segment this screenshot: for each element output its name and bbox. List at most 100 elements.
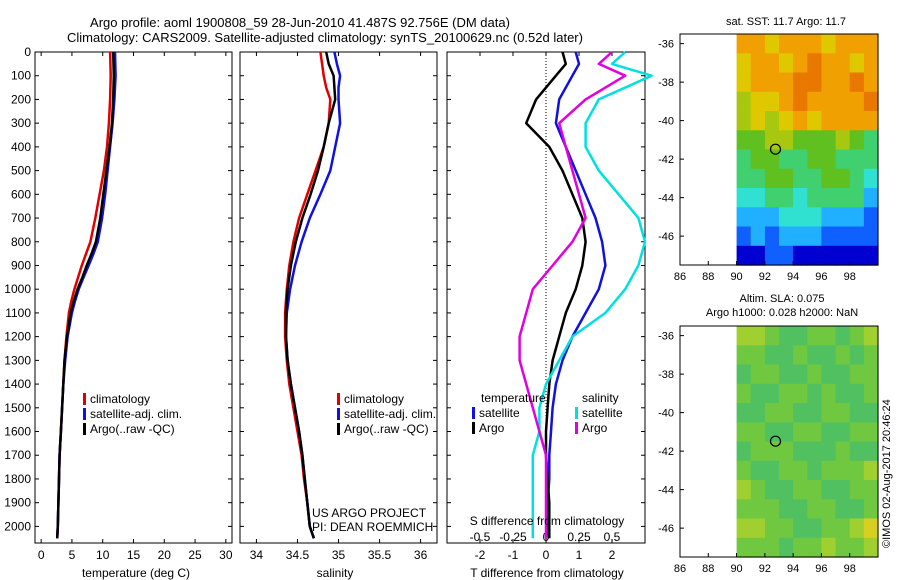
sla-map: 86 88 90 92 94 96 98 -36 -38 -40 -42 -44 -46 [658, 325, 879, 575]
map-cell [835, 168, 851, 189]
map-cell [793, 207, 808, 228]
map-cell [835, 480, 851, 500]
map-y-tick-label: -36 [658, 331, 674, 343]
map-y-tick-label: -38 [658, 369, 674, 381]
legend-heading-salinity: salinity [582, 391, 619, 405]
difference-xlabel: T difference from climatology [470, 566, 624, 580]
map-cell [863, 518, 879, 539]
salinity-legend: climatology satellite-adj. clim. Argo(..… [337, 392, 436, 436]
map-cell [793, 326, 808, 346]
map-cell [863, 168, 879, 189]
legend-swatch-argo [83, 423, 86, 435]
depth-tick-label: 2000 [4, 519, 31, 533]
x-tick-label: 5 [69, 548, 76, 562]
map-cell [821, 207, 837, 228]
map-cell [764, 460, 780, 481]
map-cell [736, 149, 752, 170]
map-cell [779, 537, 794, 558]
map-cell [736, 91, 752, 112]
map-x-tick-label: 92 [759, 563, 771, 575]
map-cell [736, 403, 752, 423]
map-cell [849, 111, 865, 131]
map-y-tick-label: -38 [658, 77, 674, 89]
map-cell [835, 441, 851, 462]
depth-tick-label: 1700 [4, 448, 31, 462]
map-x-tick-label: 86 [674, 563, 686, 575]
map-cell [750, 188, 766, 208]
temperature-panel: 0100200300400500600700800900100011001200… [4, 45, 233, 562]
legend-label-satellite: satellite-adj. clim. [344, 407, 436, 421]
map-cell [849, 72, 865, 93]
map-cell [793, 188, 808, 208]
map-cell [750, 345, 766, 366]
map-cell [793, 403, 808, 423]
map-cell [793, 345, 808, 366]
map-cell [764, 245, 780, 266]
legend-label-t-satellite: satellite [479, 406, 520, 420]
map-cell [835, 111, 851, 131]
x-tick-label: 1 [576, 548, 583, 562]
map-y-tick-label: -42 [658, 154, 674, 166]
map-cell [863, 34, 879, 54]
s-satellite-line [531, 51, 653, 539]
map-cell [750, 518, 766, 539]
map-cell [793, 460, 808, 481]
map-cell [750, 91, 766, 112]
map-cell [764, 383, 780, 404]
map-cell [821, 537, 837, 558]
depth-tick-label: 600 [11, 187, 31, 201]
map-cell [779, 441, 794, 462]
map-cell [793, 383, 808, 404]
map-cell [821, 326, 837, 346]
map-cell [863, 72, 879, 93]
depth-tick-label: 1200 [4, 330, 31, 344]
map-cell [764, 111, 780, 131]
map-cell [779, 460, 794, 481]
legend-label-s-satellite: satellite [582, 406, 623, 420]
map-cell [764, 34, 780, 54]
depth-tick-label: 700 [11, 211, 31, 225]
map-cell [779, 403, 794, 423]
depth-tick-label: 400 [11, 140, 31, 154]
map-cell [750, 364, 766, 385]
map-cell [779, 326, 794, 346]
map-cell [835, 518, 851, 539]
map-x-tick-label: 98 [844, 271, 856, 283]
salinity-panel: 34 34.5 35 35.5 36 [239, 51, 438, 562]
map-x-tick-label: 94 [787, 563, 799, 575]
map-cell [764, 168, 780, 189]
s-tick-label: -0.25 [499, 530, 527, 544]
depth-tick-label: 1900 [4, 496, 31, 510]
map-cell [835, 537, 851, 558]
map-cell [764, 207, 780, 228]
legend-swatch-climatology [83, 393, 86, 405]
depth-tick-label: 1500 [4, 401, 31, 415]
map-cell [821, 188, 837, 208]
map-cell [750, 168, 766, 189]
map-y-tick-label: -46 [658, 231, 674, 243]
map-cell [849, 499, 865, 520]
temperature-xlabel: temperature (deg C) [82, 566, 190, 580]
map-cell [779, 149, 794, 170]
map-cell [821, 91, 837, 112]
map-cell [835, 207, 851, 228]
map-cell [779, 480, 794, 500]
map-cell [821, 245, 837, 266]
map-cell [750, 149, 766, 170]
map-cell [849, 480, 865, 500]
map-cell [849, 345, 865, 366]
map-cell [793, 53, 808, 74]
plot-frame [34, 51, 233, 544]
map-cell [793, 537, 808, 558]
map-cell [835, 188, 851, 208]
map-cell [793, 91, 808, 112]
map-cell [736, 364, 752, 385]
map-cell [807, 53, 822, 74]
map-cell [835, 460, 851, 481]
map-cell [821, 72, 837, 93]
map-cell [750, 499, 766, 520]
map-cell [736, 207, 752, 228]
map-cell [779, 499, 794, 520]
map-cell [807, 130, 822, 151]
x-tick-label: -1 [508, 548, 519, 562]
